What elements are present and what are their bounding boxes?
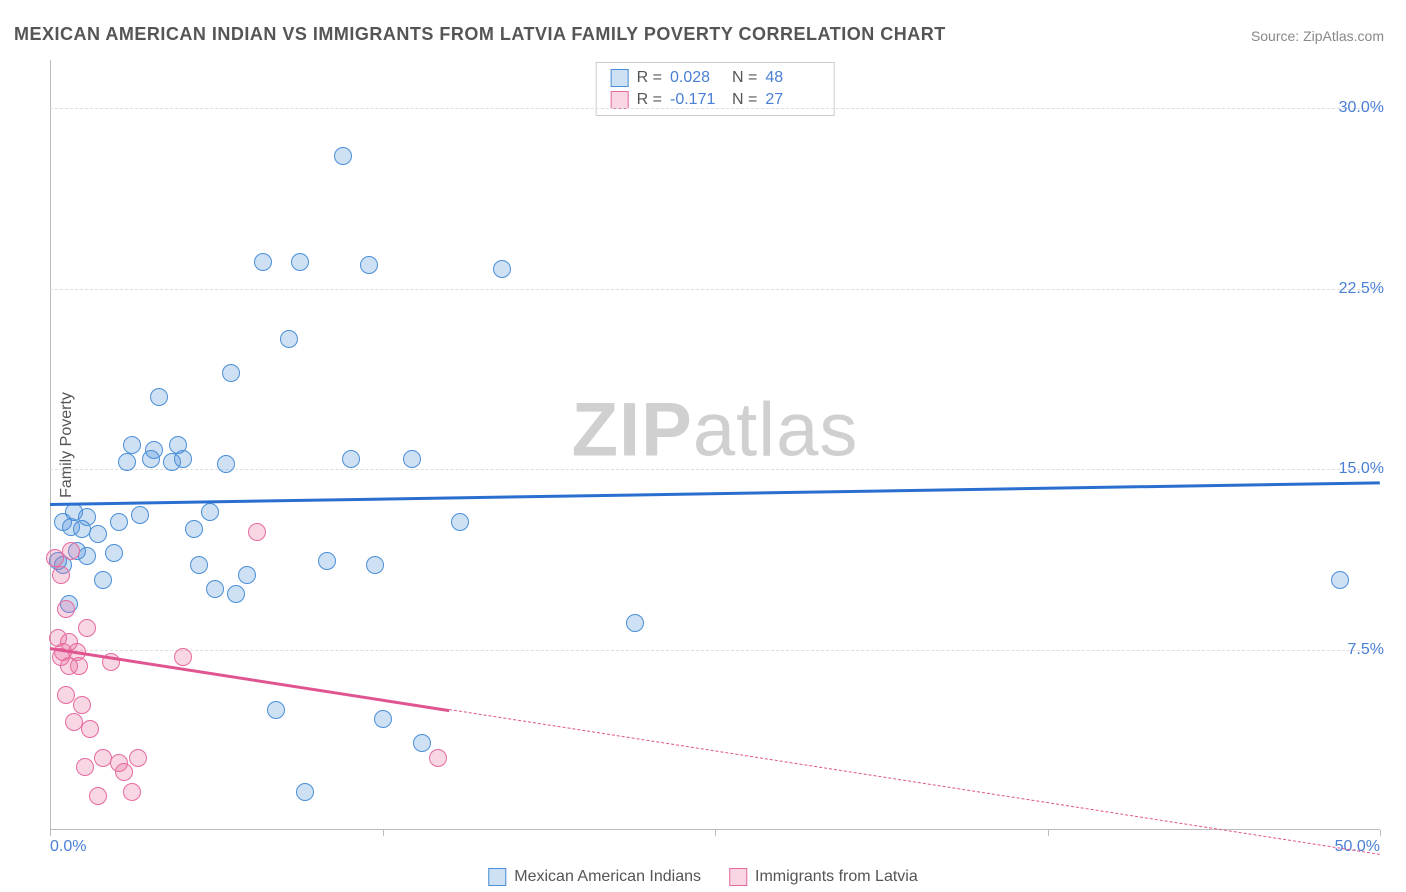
scatter-point — [238, 566, 256, 584]
r-label: R = — [637, 91, 662, 109]
bottom-legend: Mexican American Indians Immigrants from … — [488, 868, 917, 886]
watermark-light: atlas — [693, 387, 859, 472]
scatter-point — [267, 701, 285, 719]
scatter-point — [185, 520, 203, 538]
scatter-point — [451, 513, 469, 531]
trend-line — [50, 481, 1380, 505]
chart-plot-area: Family Poverty ZIPatlas R =0.028N =48R =… — [50, 60, 1380, 830]
scatter-point — [403, 450, 421, 468]
legend-swatch — [611, 91, 629, 109]
x-tick-mark — [1380, 830, 1381, 836]
scatter-point — [374, 710, 392, 728]
x-tick-mark — [1048, 830, 1049, 836]
x-tick-label: 0.0% — [50, 838, 86, 856]
scatter-point — [118, 453, 136, 471]
gridline — [50, 289, 1380, 290]
scatter-point — [1331, 571, 1349, 589]
scatter-point — [131, 506, 149, 524]
scatter-point — [334, 147, 352, 165]
scatter-point — [174, 648, 192, 666]
scatter-point — [291, 253, 309, 271]
x-tick-mark — [715, 830, 716, 836]
scatter-point — [129, 749, 147, 767]
scatter-point — [78, 619, 96, 637]
n-value: 27 — [765, 91, 819, 109]
legend-label: Mexican American Indians — [514, 868, 701, 886]
watermark-bold: ZIP — [572, 387, 693, 472]
scatter-point — [413, 734, 431, 752]
scatter-point — [626, 614, 644, 632]
legend-item: Mexican American Indians — [488, 868, 701, 886]
scatter-point — [89, 787, 107, 805]
scatter-point — [73, 696, 91, 714]
scatter-point — [62, 542, 80, 560]
scatter-point — [342, 450, 360, 468]
x-tick-mark — [383, 830, 384, 836]
scatter-point — [190, 556, 208, 574]
scatter-point — [94, 571, 112, 589]
n-label: N = — [732, 91, 757, 109]
y-tick-label: 22.5% — [1339, 280, 1384, 298]
scatter-point — [123, 436, 141, 454]
r-value: -0.171 — [670, 91, 724, 109]
scatter-point — [318, 552, 336, 570]
legend-item: Immigrants from Latvia — [729, 868, 918, 886]
scatter-point — [201, 503, 219, 521]
scatter-point — [248, 523, 266, 541]
scatter-point — [366, 556, 384, 574]
scatter-point — [52, 566, 70, 584]
scatter-point — [227, 585, 245, 603]
stats-row: R = 0.028 N = 48 — [611, 67, 820, 89]
r-label: R = — [637, 69, 662, 87]
scatter-point — [78, 547, 96, 565]
scatter-point — [280, 330, 298, 348]
trend-line — [50, 647, 449, 712]
y-tick-label: 15.0% — [1339, 460, 1384, 478]
scatter-point — [493, 260, 511, 278]
scatter-point — [206, 580, 224, 598]
source-label: Source: ZipAtlas.com — [1251, 28, 1384, 44]
scatter-point — [89, 525, 107, 543]
scatter-point — [217, 455, 235, 473]
trend-line-dashed — [449, 709, 1380, 855]
scatter-point — [57, 600, 75, 618]
scatter-point — [150, 388, 168, 406]
scatter-point — [81, 720, 99, 738]
chart-title: MEXICAN AMERICAN INDIAN VS IMMIGRANTS FR… — [14, 24, 946, 45]
scatter-point — [78, 508, 96, 526]
scatter-point — [174, 450, 192, 468]
y-tick-label: 30.0% — [1339, 99, 1384, 117]
scatter-point — [145, 441, 163, 459]
scatter-point — [360, 256, 378, 274]
scatter-point — [222, 364, 240, 382]
scatter-point — [115, 763, 133, 781]
scatter-point — [429, 749, 447, 767]
legend-swatch — [729, 868, 747, 886]
x-tick-mark — [50, 830, 51, 836]
gridline — [50, 469, 1380, 470]
r-value: 0.028 — [670, 69, 724, 87]
legend-swatch — [611, 69, 629, 87]
legend-swatch — [488, 868, 506, 886]
gridline — [50, 650, 1380, 651]
y-tick-label: 7.5% — [1348, 641, 1384, 659]
scatter-point — [296, 783, 314, 801]
legend-label: Immigrants from Latvia — [755, 868, 918, 886]
watermark: ZIPatlas — [572, 386, 859, 473]
y-axis-line — [50, 60, 51, 830]
scatter-point — [70, 657, 88, 675]
n-label: N = — [732, 69, 757, 87]
scatter-point — [110, 513, 128, 531]
gridline — [50, 108, 1380, 109]
scatter-point — [123, 783, 141, 801]
n-value: 48 — [765, 69, 819, 87]
y-axis-label: Family Poverty — [58, 392, 76, 498]
scatter-point — [105, 544, 123, 562]
scatter-point — [254, 253, 272, 271]
scatter-point — [76, 758, 94, 776]
